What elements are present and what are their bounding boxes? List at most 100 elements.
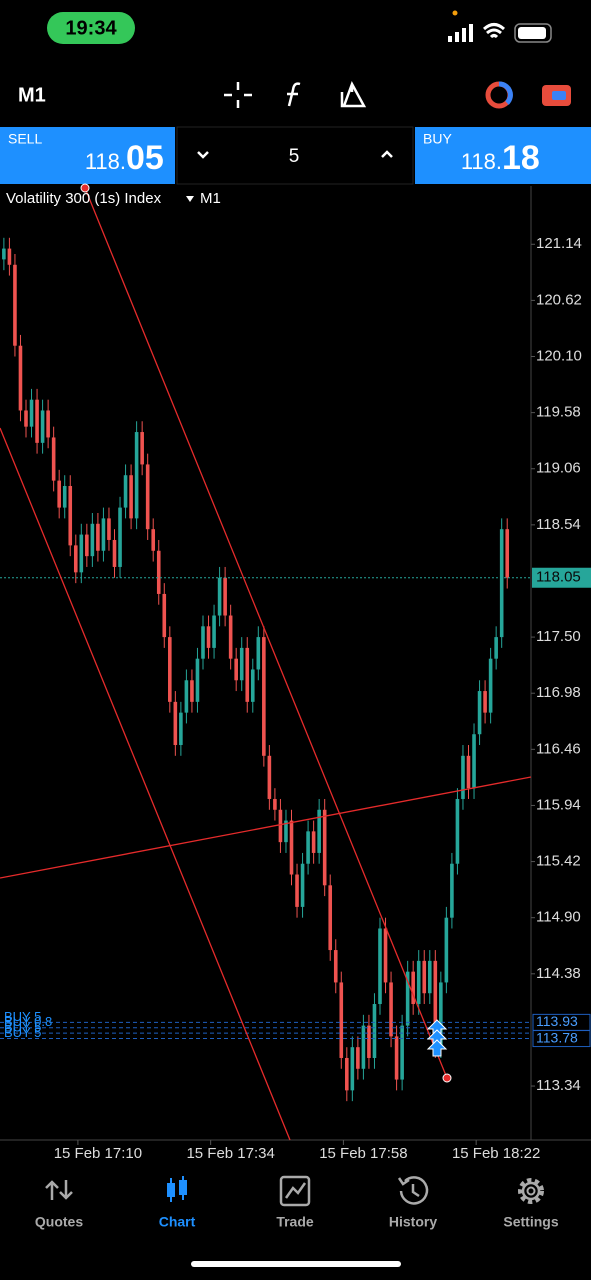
candle-body	[201, 626, 205, 659]
candle-body	[273, 798, 277, 810]
candle-body	[378, 928, 382, 1005]
candle-body	[184, 680, 189, 713]
indicators-button[interactable]	[287, 82, 301, 107]
symbol-title[interactable]: Volatility 300 (1s) Index	[6, 190, 162, 207]
account-icon-arc	[498, 81, 513, 105]
x-tick-label: 15 Feb 18:22	[452, 1145, 540, 1162]
lot-increase[interactable]	[381, 150, 393, 158]
candle-body	[439, 982, 443, 1048]
nav-item[interactable]: History	[389, 1214, 437, 1230]
y-tick-label: 120.10	[536, 347, 582, 364]
status-time: 19:34	[65, 17, 117, 39]
order-label: BUY 5	[4, 1009, 41, 1024]
candle-body	[278, 809, 283, 843]
y-tick-label: 121.14	[536, 235, 582, 252]
candle-body	[450, 863, 454, 918]
trade-nav-icon	[279, 1175, 311, 1207]
candle-body	[477, 691, 482, 735]
lot-panel	[176, 126, 414, 185]
candle-body	[400, 1025, 404, 1080]
privacy-dot	[452, 10, 458, 16]
quotes-icon	[45, 1180, 73, 1200]
candle-body	[361, 1025, 366, 1069]
symbol-dropdown[interactable]	[186, 196, 194, 202]
chart-timeframe: M1	[200, 190, 221, 207]
plot-area: 121.14 120.62 120.10 119.58 119.06 118.54 117.…	[0, 235, 591, 1162]
order-price-box	[532, 1030, 591, 1048]
y-tick-label: 120.62	[536, 291, 582, 308]
lot-value[interactable]: 5	[289, 146, 300, 167]
nav-item[interactable]: Quotes	[35, 1214, 83, 1230]
candle-body	[256, 637, 261, 670]
candle-body	[156, 550, 161, 594]
battery-level	[518, 27, 546, 39]
y-tick-label: 117.50	[536, 628, 581, 645]
candle-body	[206, 626, 211, 648]
candle-body	[13, 264, 17, 346]
candle-body	[212, 615, 216, 648]
candle-body	[239, 647, 244, 681]
signal-icon	[448, 24, 473, 42]
buy-price-pips: 18	[502, 139, 540, 177]
order-label: BUY 5	[4, 1020, 41, 1035]
candle-body	[234, 658, 238, 681]
candle-body	[2, 248, 6, 260]
candle-body	[29, 399, 34, 427]
candle-body	[411, 971, 415, 1005]
time-pill	[47, 12, 135, 44]
nav-item[interactable]: Chart	[159, 1214, 196, 1230]
y-tick-label: 119.06	[536, 460, 581, 477]
trade-icon-inner	[552, 91, 566, 100]
candle-body	[483, 691, 487, 713]
candle-body	[73, 545, 78, 573]
candle-body	[129, 475, 133, 519]
candle-body	[267, 755, 272, 799]
candle-body	[96, 523, 100, 551]
nav-item[interactable]: Settings	[503, 1214, 558, 1230]
candle-body	[35, 399, 39, 443]
candle-body	[284, 820, 288, 843]
timeframe-button[interactable]: M1	[18, 84, 46, 106]
trend-lines	[0, 187, 532, 1141]
order-price-label: 113.78	[536, 1029, 578, 1045]
y-tick-label: 114.38	[536, 965, 581, 982]
candle-body	[383, 928, 388, 983]
nav-item[interactable]: Trade	[276, 1214, 314, 1230]
candle-body	[488, 658, 493, 713]
buy-button[interactable]	[415, 127, 591, 184]
candle-body	[422, 960, 427, 994]
candle-body	[68, 486, 73, 546]
trend-anchor[interactable]	[442, 1073, 452, 1083]
candle-body	[372, 1004, 377, 1058]
candle-body	[223, 577, 227, 616]
crosshair-button[interactable]	[224, 82, 252, 108]
candle-body	[389, 982, 393, 1037]
candle-body	[162, 593, 167, 638]
x-tick-label: 15 Feb 17:10	[54, 1145, 142, 1162]
candle-body	[85, 534, 89, 557]
candle-body	[300, 863, 305, 907]
order-label: BUY 5	[4, 1025, 41, 1040]
candle-body	[145, 464, 150, 530]
candle-body	[190, 680, 194, 702]
candle-body	[57, 480, 61, 508]
sell-button[interactable]	[0, 127, 175, 184]
candle-body	[289, 820, 294, 875]
candle-body	[134, 432, 139, 519]
candle-body	[107, 518, 111, 540]
candle-body	[90, 523, 95, 557]
y-tick-label: 113.34	[536, 1077, 581, 1094]
candle-body	[350, 1047, 355, 1091]
objects-button[interactable]	[340, 80, 367, 108]
trend-anchor[interactable]	[80, 183, 90, 193]
y-tick-label: 114.90	[536, 909, 581, 926]
lot-decrease[interactable]	[197, 151, 209, 159]
candle-body	[140, 432, 144, 465]
current-price-box	[532, 567, 591, 588]
candle-body	[112, 539, 117, 567]
candle-body	[499, 529, 504, 638]
buy-price-main: 118.	[461, 149, 502, 174]
candle-body	[317, 809, 321, 853]
